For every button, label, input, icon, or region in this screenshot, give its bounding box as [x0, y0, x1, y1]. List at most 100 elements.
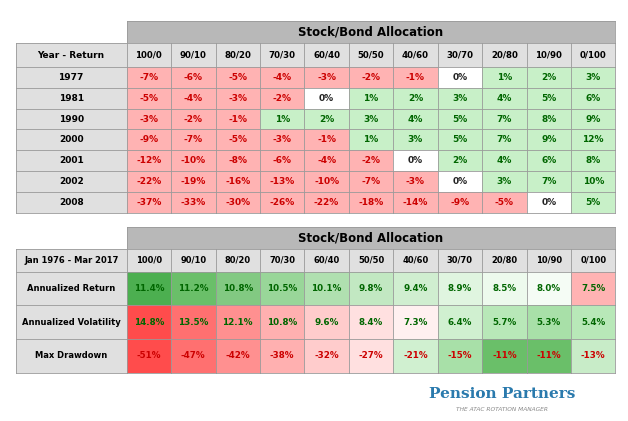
Text: -18%: -18% — [359, 198, 384, 207]
Text: 11.4%: 11.4% — [134, 284, 164, 293]
Text: -27%: -27% — [359, 351, 383, 360]
Text: -9%: -9% — [450, 198, 470, 207]
Text: 7%: 7% — [497, 115, 512, 123]
Text: 12.1%: 12.1% — [222, 318, 253, 327]
Text: 10.8%: 10.8% — [267, 318, 297, 327]
Text: -37%: -37% — [136, 198, 161, 207]
Text: 13.5%: 13.5% — [178, 318, 208, 327]
Text: 2001: 2001 — [59, 156, 84, 165]
Text: 8%: 8% — [541, 115, 556, 123]
Text: -7%: -7% — [139, 73, 158, 82]
Text: -7%: -7% — [362, 177, 381, 186]
Text: -4%: -4% — [273, 73, 292, 82]
Text: -51%: -51% — [137, 351, 161, 360]
Text: 8.0%: 8.0% — [537, 284, 561, 293]
Text: Stock/Bond Allocation: Stock/Bond Allocation — [298, 26, 443, 39]
Text: 14.8%: 14.8% — [134, 318, 164, 327]
Text: 1%: 1% — [364, 94, 379, 103]
Text: 50/50: 50/50 — [358, 51, 384, 59]
Text: 1%: 1% — [497, 73, 512, 82]
Text: 100/0: 100/0 — [136, 51, 162, 59]
Text: -13%: -13% — [581, 351, 605, 360]
Text: 5.7%: 5.7% — [492, 318, 516, 327]
Text: -21%: -21% — [403, 351, 428, 360]
Text: 8%: 8% — [585, 156, 601, 165]
Text: 0%: 0% — [452, 73, 467, 82]
Text: 7%: 7% — [497, 135, 512, 144]
Text: 40/60: 40/60 — [403, 256, 428, 265]
Text: -3%: -3% — [273, 135, 291, 144]
Text: -10%: -10% — [314, 177, 339, 186]
Text: 1%: 1% — [364, 135, 379, 144]
Text: 60/40: 60/40 — [313, 256, 340, 265]
Text: 2000: 2000 — [59, 135, 84, 144]
Text: -12%: -12% — [136, 156, 161, 165]
Text: 7.5%: 7.5% — [581, 284, 605, 293]
Text: 9%: 9% — [541, 135, 556, 144]
Text: 2%: 2% — [408, 94, 423, 103]
Text: 5%: 5% — [452, 135, 467, 144]
Text: -3%: -3% — [406, 177, 425, 186]
Text: 9.6%: 9.6% — [315, 318, 338, 327]
Text: 3%: 3% — [585, 73, 601, 82]
Text: 9.8%: 9.8% — [359, 284, 383, 293]
Text: Year - Return: Year - Return — [38, 51, 105, 59]
Text: 3%: 3% — [452, 94, 467, 103]
Text: 8.9%: 8.9% — [448, 284, 472, 293]
Text: 70/30: 70/30 — [269, 51, 296, 59]
Text: 12%: 12% — [583, 135, 604, 144]
Text: 1977: 1977 — [58, 73, 84, 82]
Text: -3%: -3% — [317, 73, 336, 82]
Text: 9%: 9% — [585, 115, 601, 123]
Text: 1%: 1% — [274, 115, 290, 123]
Text: 5.3%: 5.3% — [537, 318, 561, 327]
Text: 80/20: 80/20 — [225, 256, 251, 265]
Text: 1981: 1981 — [58, 94, 84, 103]
Text: -11%: -11% — [536, 351, 561, 360]
Text: 70/30: 70/30 — [269, 256, 295, 265]
Text: -26%: -26% — [269, 198, 295, 207]
Text: -3%: -3% — [228, 94, 247, 103]
Text: -6%: -6% — [184, 73, 203, 82]
Text: 10.8%: 10.8% — [222, 284, 253, 293]
Text: -14%: -14% — [403, 198, 428, 207]
Text: 7.3%: 7.3% — [403, 318, 428, 327]
Text: 90/10: 90/10 — [180, 256, 207, 265]
Text: 60/40: 60/40 — [313, 51, 340, 59]
Text: -11%: -11% — [492, 351, 517, 360]
Text: THE ATAC ROTATION MANAGER: THE ATAC ROTATION MANAGER — [457, 407, 548, 412]
Text: 80/20: 80/20 — [224, 51, 251, 59]
Text: -16%: -16% — [225, 177, 251, 186]
Text: -3%: -3% — [139, 115, 158, 123]
Text: 7%: 7% — [541, 177, 556, 186]
Text: 100/0: 100/0 — [136, 256, 162, 265]
Text: -42%: -42% — [225, 351, 250, 360]
Text: 2002: 2002 — [59, 177, 84, 186]
Text: -5%: -5% — [495, 198, 514, 207]
Text: Annualized Return: Annualized Return — [27, 284, 116, 293]
Text: -4%: -4% — [317, 156, 336, 165]
Text: 6.4%: 6.4% — [448, 318, 472, 327]
Text: -47%: -47% — [181, 351, 205, 360]
Text: Pension Partners: Pension Partners — [429, 386, 576, 401]
Text: 6%: 6% — [585, 94, 601, 103]
Text: -8%: -8% — [228, 156, 247, 165]
Text: Annualized Volatility: Annualized Volatility — [22, 318, 121, 327]
Text: 90/10: 90/10 — [180, 51, 207, 59]
Text: -22%: -22% — [136, 177, 161, 186]
Text: 8.4%: 8.4% — [359, 318, 383, 327]
Text: 5%: 5% — [585, 198, 601, 207]
Text: 3%: 3% — [497, 177, 512, 186]
Text: 8.5%: 8.5% — [492, 284, 516, 293]
Text: -5%: -5% — [139, 94, 158, 103]
Text: 20/80: 20/80 — [491, 51, 518, 59]
Text: -6%: -6% — [273, 156, 291, 165]
Text: 1990: 1990 — [58, 115, 84, 123]
Text: 4%: 4% — [497, 94, 512, 103]
Text: 5%: 5% — [541, 94, 556, 103]
Text: 0%: 0% — [541, 198, 556, 207]
Text: 3%: 3% — [408, 135, 423, 144]
Text: 6%: 6% — [541, 156, 556, 165]
Text: Jan 1976 - Mar 2017: Jan 1976 - Mar 2017 — [24, 256, 118, 265]
Text: -30%: -30% — [225, 198, 251, 207]
